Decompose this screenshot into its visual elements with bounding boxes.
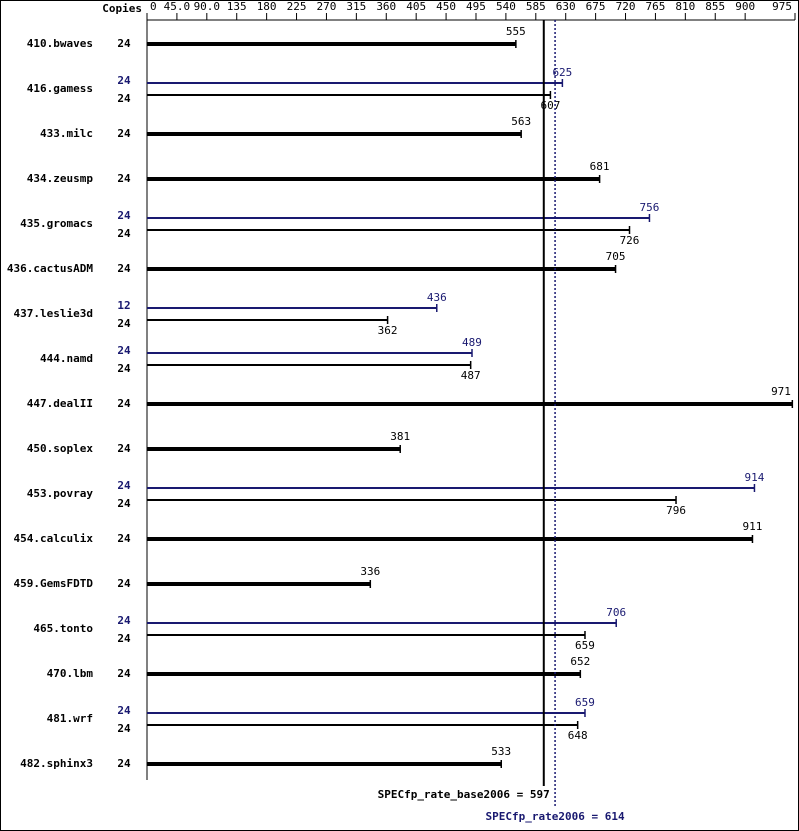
value-label: 555: [506, 25, 526, 38]
category-label: 459.GemsFDTD: [14, 577, 94, 590]
copies: 24: [117, 317, 131, 330]
value-label: 436: [427, 291, 447, 304]
category-label: 435.gromacs: [20, 217, 93, 230]
category-label: 416.gamess: [27, 82, 93, 95]
category-label: 434.zeusmp: [27, 172, 94, 185]
value-label: 914: [745, 471, 765, 484]
category-label: 437.leslie3d: [14, 307, 93, 320]
x-tick-label: 360: [376, 0, 396, 13]
value-label: 796: [666, 504, 686, 517]
value-label: 381: [390, 430, 410, 443]
category-label: 453.povray: [27, 487, 94, 500]
value-label: 489: [462, 336, 482, 349]
copies: 24: [117, 127, 131, 140]
copies: 24: [117, 37, 131, 50]
reference-label: SPECfp_rate2006 = 614: [486, 810, 625, 823]
copies-header: Copies: [102, 2, 142, 15]
copies: 24: [117, 577, 131, 590]
x-tick-label: 855: [705, 0, 725, 13]
value-label: 726: [620, 234, 640, 247]
value-label: 625: [552, 66, 572, 79]
copies: 24: [117, 262, 131, 275]
x-tick-label: 765: [645, 0, 665, 13]
value-label: 659: [575, 696, 595, 709]
x-tick-label: 675: [586, 0, 606, 13]
x-tick-label: 585: [526, 0, 546, 13]
value-label: 563: [511, 115, 531, 128]
x-tick-label: 405: [406, 0, 426, 13]
category-label: 450.soplex: [27, 442, 94, 455]
copies: 24: [117, 479, 131, 492]
value-label: 362: [378, 324, 398, 337]
copies: 24: [117, 722, 131, 735]
value-label: 756: [640, 201, 660, 214]
x-tick-label: 495: [466, 0, 486, 13]
x-tick-label: 900: [735, 0, 755, 13]
category-label: 470.lbm: [47, 667, 94, 680]
value-label: 648: [568, 729, 588, 742]
copies: 12: [117, 299, 130, 312]
copies: 24: [117, 362, 131, 375]
copies: 24: [117, 442, 131, 455]
value-label: 681: [590, 160, 610, 173]
x-tick-label: 810: [675, 0, 695, 13]
x-tick-label: 0: [150, 0, 157, 13]
category-label: 447.dealII: [27, 397, 93, 410]
x-tick-label: 720: [616, 0, 636, 13]
x-tick-label: 270: [317, 0, 337, 13]
x-tick-label: 450: [436, 0, 456, 13]
value-label: 705: [606, 250, 626, 263]
category-label: 410.bwaves: [27, 37, 93, 50]
category-label: 481.wrf: [47, 712, 93, 725]
category-label: 482.sphinx3: [20, 757, 93, 770]
category-label: 433.milc: [40, 127, 93, 140]
x-tick-label: 90.0: [194, 0, 221, 13]
copies: 24: [117, 92, 131, 105]
x-tick-label: 975: [772, 0, 792, 13]
value-label: 706: [606, 606, 626, 619]
copies: 24: [117, 532, 131, 545]
copies: 24: [117, 632, 131, 645]
copies: 24: [117, 209, 131, 222]
category-label: 454.calculix: [14, 532, 94, 545]
copies: 24: [117, 704, 131, 717]
value-label: 487: [461, 369, 481, 382]
value-label: 659: [575, 639, 595, 652]
copies: 24: [117, 667, 131, 680]
category-label: 444.namd: [40, 352, 93, 365]
copies: 24: [117, 757, 131, 770]
category-label: 465.tonto: [33, 622, 93, 635]
value-label: 971: [771, 385, 791, 398]
copies: 24: [117, 344, 131, 357]
value-label: 533: [491, 745, 511, 758]
x-tick-label: 135: [227, 0, 247, 13]
copies: 24: [117, 227, 131, 240]
copies: 24: [117, 74, 131, 87]
value-label: 336: [360, 565, 380, 578]
copies: 24: [117, 614, 131, 627]
copies: 24: [117, 397, 131, 410]
x-tick-label: 45.0: [164, 0, 191, 13]
value-label: 652: [570, 655, 590, 668]
x-tick-label: 225: [287, 0, 307, 13]
category-label: 436.cactusADM: [7, 262, 93, 275]
x-tick-label: 315: [346, 0, 366, 13]
x-tick-label: 540: [496, 0, 516, 13]
x-tick-label: 180: [257, 0, 277, 13]
value-label: 911: [743, 520, 763, 533]
reference-label: SPECfp_rate_base2006 = 597: [378, 788, 550, 801]
copies: 24: [117, 497, 131, 510]
x-tick-label: 630: [556, 0, 576, 13]
copies: 24: [117, 172, 131, 185]
